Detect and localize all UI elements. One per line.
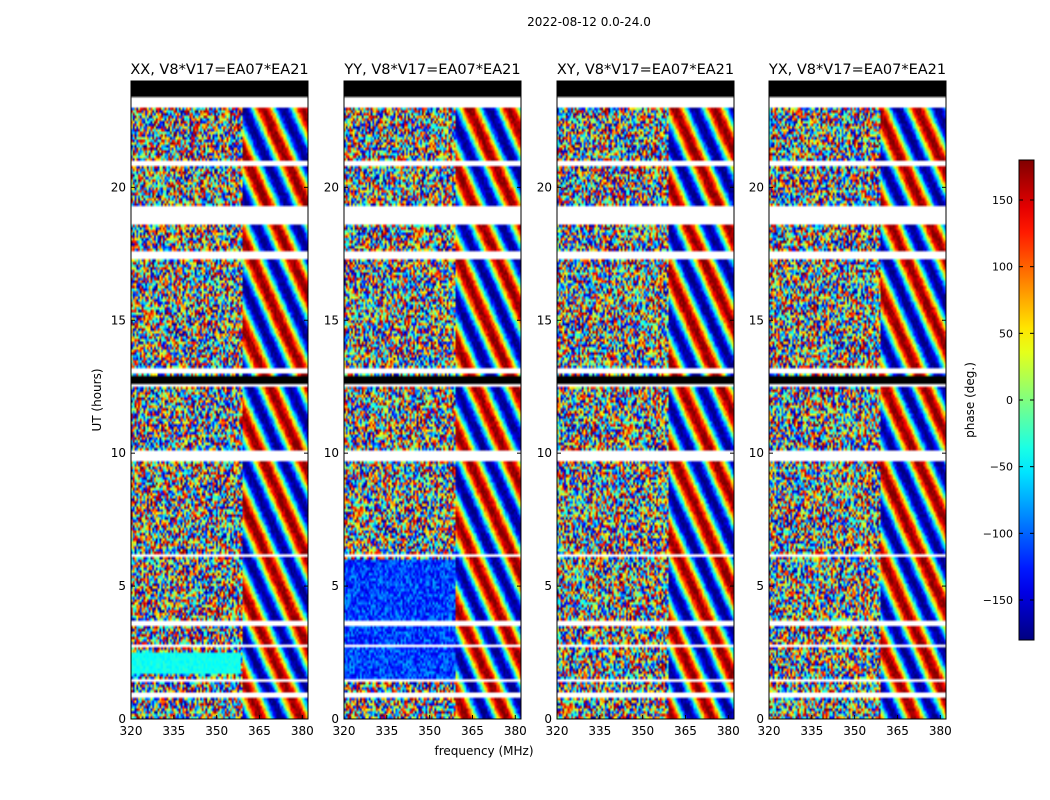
panel-frame — [130, 80, 309, 720]
y-tick-label: 10 — [537, 446, 552, 460]
x-tick-label: 350 — [843, 724, 866, 738]
panel-title: XY, V8*V17=EA07*EA21 — [557, 62, 734, 78]
x-tick-label: 380 — [291, 724, 314, 738]
phase-image — [131, 81, 308, 719]
panel-frame — [768, 80, 947, 720]
x-tick-label: 320 — [333, 724, 356, 738]
x-axis-label: frequency (MHz) — [434, 744, 533, 758]
panel-yx: YX, V8*V17=EA07*EA21 320 335 350 365 380 0 5 10 1… — [749, 62, 952, 738]
y-tick-label: 5 — [756, 579, 764, 593]
x-tick-label: 320 — [758, 724, 781, 738]
y-axis-label: UT (hours) — [90, 368, 104, 431]
x-tick-label: 335 — [588, 724, 611, 738]
figure-suptitle: 2022-08-12 0.0-24.0 — [527, 15, 651, 29]
phase-image — [344, 81, 521, 719]
x-tick-label: 350 — [205, 724, 228, 738]
y-tick-label: 20 — [111, 180, 126, 194]
panel-frame — [556, 80, 735, 720]
x-tick-label: 380 — [504, 724, 527, 738]
phase-image — [769, 81, 946, 719]
x-tick-label: 335 — [162, 724, 185, 738]
panel-frame — [343, 80, 522, 720]
panel-xy: XY, V8*V17=EA07*EA21 320 335 350 365 380 0 5 10 1… — [537, 62, 740, 738]
y-tick-label: 10 — [749, 446, 764, 460]
y-tick-label: 5 — [118, 579, 126, 593]
y-tick-label: 15 — [111, 313, 126, 327]
y-tick-label: 0 — [756, 712, 764, 726]
panels-layer: XX, V8*V17=EA07*EA21 320 335 350 365 380 0 5 10 1… — [111, 62, 952, 738]
panel-yy: YY, V8*V17=EA07*EA21 320 335 350 365 380 0 5 10 1… — [324, 62, 527, 738]
panel-xx: XX, V8*V17=EA07*EA21 320 335 350 365 380 0 5 10 1… — [111, 62, 314, 738]
y-tick-label: 10 — [111, 446, 126, 460]
panel-title: YY, V8*V17=EA07*EA21 — [343, 62, 520, 78]
y-tick-label: 15 — [537, 313, 552, 327]
colorbar-tick-label: −150 — [983, 594, 1013, 607]
colorbar-tick-label: 0 — [1006, 394, 1013, 407]
y-tick-label: 0 — [118, 712, 126, 726]
y-tick-label: 20 — [324, 180, 339, 194]
x-tick-label: 365 — [248, 724, 271, 738]
y-tick-label: 15 — [749, 313, 764, 327]
x-tick-label: 320 — [120, 724, 143, 738]
x-tick-label: 350 — [631, 724, 654, 738]
y-tick-label: 0 — [544, 712, 552, 726]
colorbar-tick-label: 150 — [992, 194, 1013, 207]
phase-image — [557, 81, 734, 719]
x-tick-label: 365 — [461, 724, 484, 738]
x-tick-label: 335 — [375, 724, 398, 738]
panel-title: XX, V8*V17=EA07*EA21 — [130, 62, 308, 78]
x-tick-label: 380 — [929, 724, 952, 738]
y-tick-label: 20 — [537, 180, 552, 194]
colorbar-tick-label: −100 — [983, 527, 1013, 540]
x-tick-label: 335 — [800, 724, 823, 738]
y-tick-label: 5 — [544, 579, 552, 593]
colorbar-tick-label: 100 — [992, 261, 1013, 274]
x-tick-label: 380 — [717, 724, 740, 738]
y-tick-label: 20 — [749, 180, 764, 194]
colorbar-tick-label: −50 — [990, 461, 1013, 474]
x-tick-label: 350 — [418, 724, 441, 738]
colorbar-label: phase (deg.) — [963, 362, 977, 438]
y-tick-label: 0 — [331, 712, 339, 726]
x-tick-label: 365 — [886, 724, 909, 738]
y-tick-label: 10 — [324, 446, 339, 460]
x-tick-label: 365 — [674, 724, 697, 738]
colorbar-tick-label: 50 — [999, 327, 1013, 340]
y-tick-label: 5 — [331, 579, 339, 593]
y-tick-label: 15 — [324, 313, 339, 327]
x-tick-label: 320 — [546, 724, 569, 738]
panel-title: YX, V8*V17=EA07*EA21 — [768, 62, 946, 78]
colorbar: 150 100 50 0 −50 −100 −150 — [983, 159, 1035, 641]
